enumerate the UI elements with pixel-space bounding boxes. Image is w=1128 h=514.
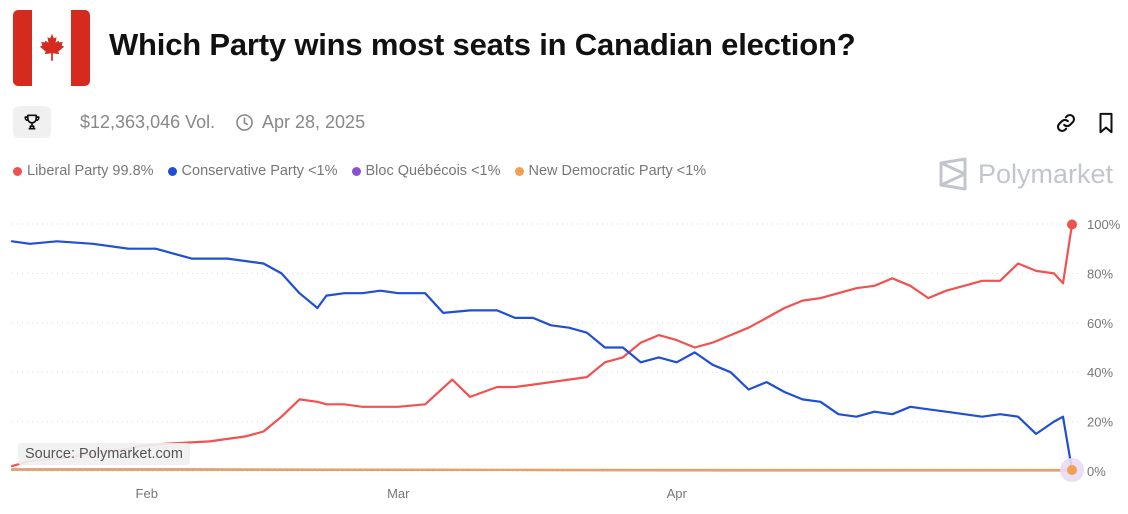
legend-dot-ndp (514, 166, 524, 176)
x-tick-label: Feb (136, 486, 158, 501)
flag-center (32, 10, 71, 86)
flag-left-band (13, 10, 32, 86)
flag-right-band (71, 10, 90, 86)
legend-item-bloc: Bloc Québécois <1% (351, 163, 501, 179)
clock-icon (236, 114, 253, 131)
chart-legend: Liberal Party 99.8% Conservative Party <… (13, 163, 706, 179)
x-tick-label: Mar (387, 486, 410, 501)
legend-label-ndp: New Democratic Party <1% (528, 163, 707, 179)
y-tick-label: 100% (1087, 217, 1121, 232)
trophy-button[interactable] (13, 106, 51, 138)
page-title: Which Party wins most seats in Canadian … (109, 27, 856, 62)
source-label: Source: Polymarket.com (18, 443, 190, 465)
legend-label-liberal: Liberal Party 99.8% (27, 163, 154, 179)
legend-dot-liberal (13, 166, 22, 176)
legend-item-conservative: Conservative Party <1% (167, 163, 338, 179)
legend-label-conservative: Conservative Party <1% (181, 163, 338, 179)
y-tick-label: 80% (1087, 266, 1113, 281)
legend-label-bloc: Bloc Québécois <1% (365, 163, 501, 179)
legend-dot-bloc (351, 166, 361, 176)
canada-flag-icon (13, 10, 90, 86)
legend-dot-conservative (167, 166, 177, 176)
end-date-label: Apr 28, 2025 (262, 112, 366, 132)
bookmark-icon[interactable] (1096, 112, 1116, 134)
legend-item-ndp: New Democratic Party <1% (514, 163, 707, 179)
legend-item-liberal: Liberal Party 99.8% (13, 163, 154, 179)
series-end-point (1067, 219, 1077, 230)
series-line (10, 223, 1074, 468)
y-tick-label: 20% (1087, 415, 1113, 430)
x-tick-label: Apr (667, 486, 688, 501)
polymarket-brand: Polymarket (938, 157, 1113, 191)
volume-label: $12,363,046 Vol. (80, 112, 216, 132)
maple-leaf-icon (39, 33, 64, 61)
series-line (10, 240, 1074, 471)
trophy-icon (24, 114, 40, 130)
y-tick-label: 40% (1087, 365, 1113, 380)
brand-name: Polymarket (978, 158, 1114, 189)
polymarket-logo-icon (939, 157, 967, 191)
y-tick-label: 60% (1087, 316, 1113, 331)
link-icon[interactable] (1055, 112, 1077, 134)
price-history-chart: 0% 20% 40% 60% 80% 100% Feb Mar Apr (10, 217, 1121, 501)
series-end-point (1067, 465, 1077, 476)
y-tick-label: 0% (1087, 464, 1106, 479)
